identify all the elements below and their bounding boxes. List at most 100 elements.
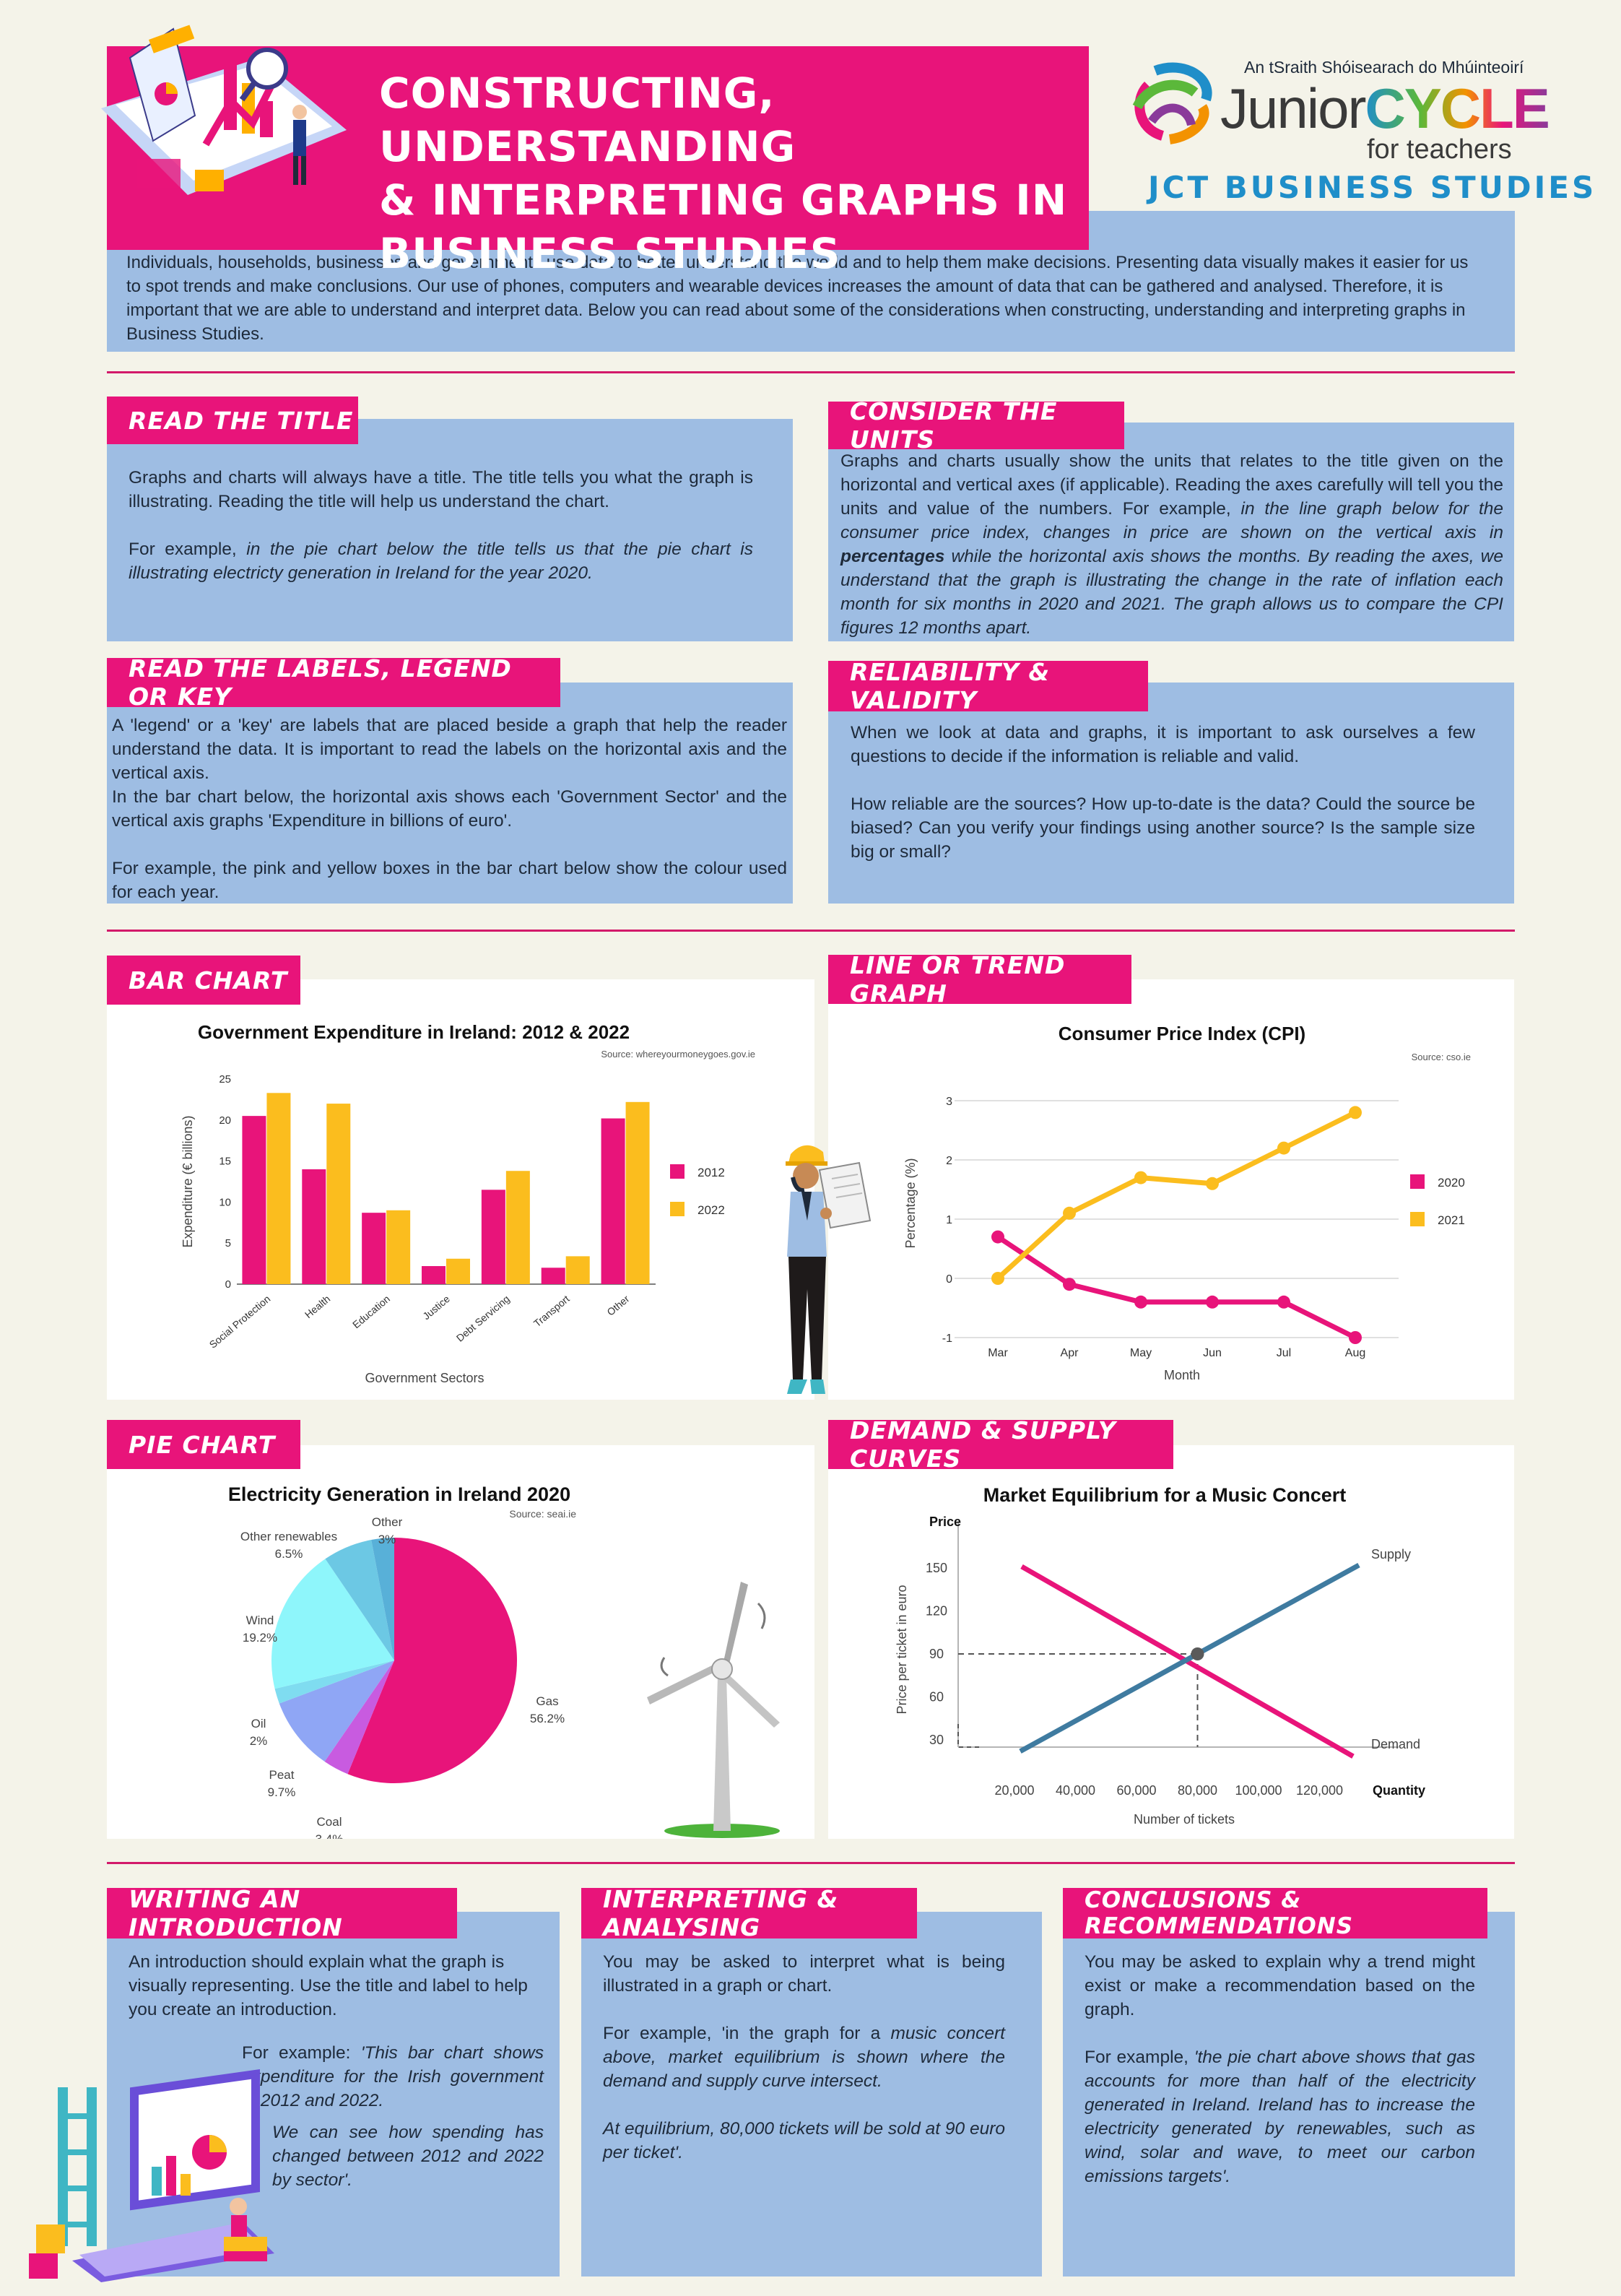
- pie-slice-other-renewables: [325, 1540, 394, 1660]
- bar-2022-3: [446, 1258, 470, 1284]
- bar-chart-ytick: 0: [225, 1278, 231, 1291]
- bar-2022-4: [505, 1171, 530, 1284]
- consider-units-text: Graphs and charts usually show the units…: [840, 451, 1504, 638]
- line-chart-xtick: May: [1130, 1347, 1152, 1359]
- line-legend-swatch-2021: [1410, 1212, 1425, 1226]
- bar-2012-3: [422, 1266, 446, 1284]
- bar-chart-category-label: Social Protection: [207, 1293, 273, 1351]
- pie-label-value: 6.5%: [275, 1547, 303, 1561]
- title-line-1: CONSTRUCTING, UNDERSTANDING: [379, 69, 796, 171]
- pie-label-value: 19.2%: [243, 1631, 277, 1645]
- line-point-2021-1: [1063, 1206, 1076, 1220]
- ds-equilibrium-point: [1191, 1647, 1204, 1660]
- writing-intro-p1: An introduction should explain what the …: [129, 1952, 528, 2019]
- page-title: CONSTRUCTING, UNDERSTANDING & INTERPRETI…: [379, 66, 1087, 280]
- pie-chart-heading: PIE CHART: [107, 1420, 300, 1469]
- ds-ylabel: Price per ticket in euro: [895, 1585, 909, 1714]
- data-laptop-illustration: [29, 2069, 274, 2282]
- pie-slice-other: [371, 1538, 394, 1660]
- interpreting-heading: INTERPRETING & ANALYSING: [581, 1885, 917, 1941]
- pie-label-name: Peat: [269, 1768, 295, 1782]
- pie-chart: Electricity Generation in Ireland 2020 So…: [228, 1483, 576, 1839]
- bar-chart-category-label: Education: [350, 1293, 392, 1330]
- line-legend-swatch-2020: [1410, 1174, 1425, 1189]
- line-chart-xlabel: Month: [1164, 1368, 1200, 1382]
- line-chart-xtick: Apr: [1061, 1347, 1079, 1359]
- logo-for-teachers: for teachers: [1367, 134, 1512, 165]
- line-legend-label: 2021: [1438, 1213, 1465, 1227]
- reliability-box: [828, 683, 1514, 904]
- line-chart-xtick: Mar: [988, 1347, 1008, 1359]
- bar-chart-title: Government Expenditure in Ireland: 2012 …: [198, 1021, 630, 1043]
- read-title-p2: For example, in the pie chart below the …: [129, 540, 753, 583]
- ds-xtick: 80,000: [1178, 1783, 1217, 1798]
- line-point-2021-3: [1206, 1177, 1219, 1190]
- bar-legend-label: 2012: [697, 1166, 725, 1179]
- reliability-p1: When we look at data and graphs, it is i…: [851, 723, 1475, 766]
- conclusions-box: [1063, 1912, 1515, 2276]
- intro-text: Individuals, households, businesses and …: [126, 253, 1469, 344]
- ds-quantity-label: Quantity: [1373, 1783, 1425, 1798]
- wind-turbine-illustration: [647, 1582, 780, 1838]
- line-point-2021-2: [1134, 1171, 1147, 1184]
- line-point-2020-5: [1349, 1331, 1362, 1344]
- line-chart-ytick: 0: [946, 1273, 952, 1286]
- bar-chart-xlabel: Government Sectors: [365, 1371, 484, 1385]
- title-line-3: BUSINESS STUDIES: [379, 229, 841, 278]
- title-line-2: & INTERPRETING GRAPHS IN: [379, 176, 1068, 225]
- demand-supply-chart: Market Equilibrium for a Music Concert Pr…: [895, 1484, 1425, 1827]
- logo-wordmark: JuniorCYCLE: [1220, 78, 1550, 139]
- bar-2012-5: [541, 1268, 565, 1284]
- read-title-p1: Graphs and charts will always have a tit…: [129, 468, 753, 511]
- conclusions-text: You may be asked to explain why a trend …: [1085, 1950, 1475, 2188]
- ds-xtick: 20,000: [994, 1783, 1034, 1798]
- interpreting-p2: For example, 'in the graph for a music c…: [603, 2024, 1005, 2091]
- pie-label-name: Wind: [246, 1613, 274, 1627]
- line-point-2021-0: [991, 1272, 1004, 1285]
- bar-chart-category-label: Health: [303, 1293, 332, 1320]
- reliability-text: When we look at data and graphs, it is i…: [851, 721, 1475, 864]
- line-chart-ytick: 1: [946, 1214, 952, 1226]
- line-series-2021: [996, 1110, 1357, 1281]
- conclusions-heading: CONCLUSIONS & RECOMMENDATIONS: [1063, 1887, 1487, 1939]
- conclusions-p2: For example, 'the pie chart above shows …: [1085, 2048, 1475, 2186]
- bar-chart-category-label: Debt Servicing: [454, 1293, 512, 1344]
- bar-chart-heading: BAR CHART: [107, 956, 300, 1005]
- read-title-heading: READ THE TITLE: [107, 397, 358, 444]
- writing-intro-p3: We can see how spending has changed betw…: [272, 2123, 544, 2190]
- bar-chart-panel: [107, 979, 814, 1400]
- demand-supply-panel: [828, 1445, 1514, 1839]
- interpreting-p1: You may be asked to interpret what is be…: [603, 1952, 1005, 1996]
- ds-price-label: Price: [929, 1515, 961, 1529]
- line-chart-ylabel: Percentage (%): [903, 1158, 918, 1248]
- divider-2: [107, 930, 1515, 932]
- bar-2022-2: [386, 1210, 411, 1284]
- line-point-2020-0: [991, 1230, 1004, 1244]
- consider-units-box: [828, 423, 1514, 641]
- read-labels-text: A 'legend' or a 'key' are labels that ar…: [112, 714, 787, 904]
- ds-ytick: 150: [926, 1561, 947, 1575]
- ds-xlabel: Number of tickets: [1134, 1812, 1235, 1827]
- ds-origin-mark: [957, 1724, 981, 1748]
- interpreting-box: [581, 1912, 1042, 2276]
- pie-chart-source: Source: seai.ie: [509, 1508, 576, 1520]
- line-series-2020: [996, 1234, 1357, 1340]
- ds-ytick: 30: [929, 1733, 944, 1747]
- bar-chart-ylabel: Expenditure (€ billions): [181, 1115, 195, 1247]
- reliability-p2: How reliable are the sources? How up-to-…: [851, 794, 1475, 862]
- read-labels-heading: READ THE LABELS, LEGEND OR KEY: [107, 654, 560, 711]
- line-chart-source: Source: cso.ie: [1412, 1052, 1471, 1062]
- line-point-2020-2: [1134, 1295, 1147, 1309]
- demand-supply-heading: DEMAND & SUPPLY CURVES: [828, 1416, 1173, 1473]
- line-chart-ytick: 3: [946, 1096, 952, 1108]
- writing-intro-heading: WRITING AN INTRODUCTION: [107, 1885, 457, 1941]
- ds-curve-supply: [1019, 1562, 1360, 1754]
- ds-demand-label: Demand: [1371, 1737, 1420, 1751]
- bar-chart-category-label: Justice: [420, 1293, 452, 1322]
- line-chart-xtick: Jul: [1277, 1347, 1291, 1359]
- read-labels-p1: A 'legend' or a 'key' are labels that ar…: [112, 716, 787, 783]
- pie-slice-peat: [279, 1660, 394, 1762]
- line-chart-title: Consumer Price Index (CPI): [1059, 1023, 1305, 1044]
- bar-2022-1: [326, 1104, 351, 1284]
- bar-2022-5: [565, 1256, 590, 1284]
